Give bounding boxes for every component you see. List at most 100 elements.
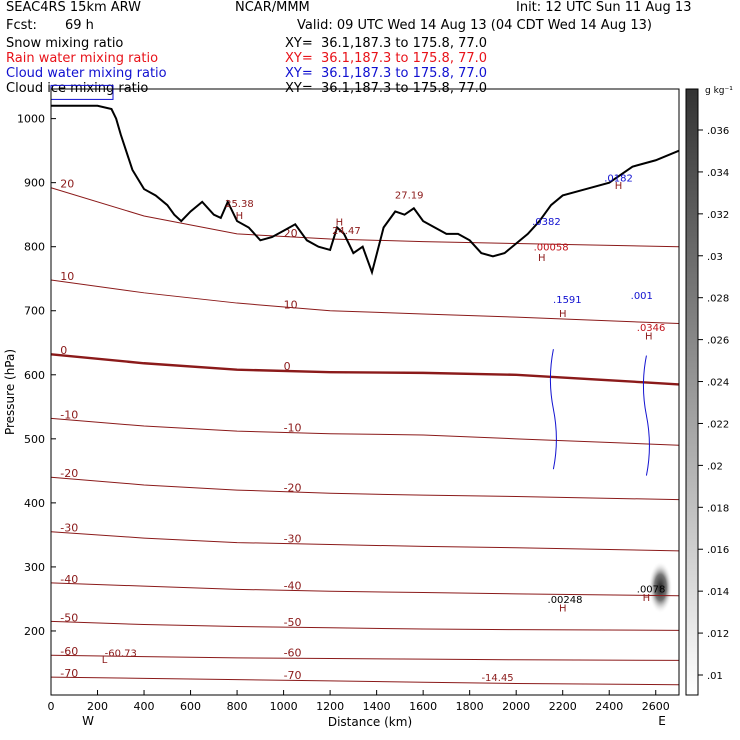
temp-contour-label: -50 <box>60 611 78 624</box>
max-min-label: .0382 <box>532 217 561 228</box>
temp-contour-label: 20 <box>60 178 74 191</box>
colorbar-tick-label: .026 <box>707 336 729 347</box>
max-min-label: H <box>615 181 623 192</box>
max-min-label: H <box>645 332 653 343</box>
colorbar-tick-label: .03 <box>707 252 723 263</box>
temp-contour <box>50 476 680 501</box>
colorbar-tick-label: .034 <box>707 168 729 179</box>
max-min-label: H <box>559 604 567 615</box>
colorbar-tick-label: .014 <box>707 587 729 598</box>
max-min-label: .00248 <box>548 595 583 606</box>
temp-contour <box>50 279 680 325</box>
colorbar-tick-label: .02 <box>707 461 723 472</box>
max-min-label: .1591 <box>553 295 582 306</box>
x-tick-label: 2400 <box>595 700 623 713</box>
colorbar-tick-label: .016 <box>707 545 729 556</box>
field-snow-xy: XY= 36.1,187.3 to 175.8, 77.0 <box>285 36 488 51</box>
center-title: NCAR/MMM <box>235 0 310 15</box>
field-rain-name: Rain water mixing ratio <box>6 51 159 66</box>
colorbar-tick-label: .018 <box>707 503 729 514</box>
x-tick-label: 2000 <box>502 700 530 713</box>
y-tick-label: 400 <box>24 497 45 510</box>
max-min-label: H <box>643 593 651 604</box>
terrain-line <box>51 104 680 276</box>
temp-contour-label: 0 <box>284 360 291 373</box>
x-tick-label: 1400 <box>363 700 391 713</box>
temp-contour <box>50 676 680 686</box>
temp-contour-label: -40 <box>284 579 302 592</box>
y-tick-label: 1000 <box>17 113 45 126</box>
temp-contour-label: -60 <box>60 645 78 658</box>
y-tick-label: 600 <box>24 369 45 382</box>
fcst-label: Fcst: <box>6 18 37 33</box>
x-tick-label: 1000 <box>270 700 298 713</box>
temp-contour-label: -20 <box>284 481 302 494</box>
y-tick-label: 200 <box>24 625 45 638</box>
max-min-label: 27.19 <box>395 191 424 202</box>
temp-contour-label: 10 <box>284 299 298 312</box>
max-min-label: .001 <box>631 291 653 302</box>
colorbar-tick-label: .032 <box>707 210 729 221</box>
y-tick-label: 900 <box>24 177 45 190</box>
max-min-label: .0078 <box>637 585 666 596</box>
field-rain-xy: XY= 36.1,187.3 to 175.8, 77.0 <box>285 51 488 66</box>
temp-contour <box>50 654 680 661</box>
y-axis-label: Pressure (hPa) <box>3 349 17 435</box>
temp-contour-label: -20 <box>60 467 78 480</box>
x-tick-label: 800 <box>227 700 248 713</box>
colorbar-unit: g kg⁻¹ <box>705 86 733 96</box>
y-tick-label: 300 <box>24 561 45 574</box>
field-snow-name: Snow mixing ratio <box>6 36 124 51</box>
init-time: Init: 12 UTC Sun 11 Aug 13 <box>516 0 692 15</box>
temp-contour-label: -30 <box>60 522 78 535</box>
max-min-label: 25.38 <box>225 199 254 210</box>
temp-contour-label: -70 <box>284 669 302 682</box>
colorbar-tick-label: .024 <box>707 378 729 389</box>
valid-time: Valid: 09 UTC Wed 14 Aug 13 (04 CDT Wed … <box>297 18 652 33</box>
max-min-label: H <box>336 218 344 229</box>
x-tick-label: 600 <box>180 700 201 713</box>
fcst-value: 69 h <box>65 18 94 33</box>
max-min-label: -60.73 <box>105 649 137 660</box>
snow-shading <box>648 561 673 614</box>
temp-contour-label: 10 <box>60 270 74 283</box>
cloud-water-contour <box>50 84 114 100</box>
temp-contour <box>50 582 680 597</box>
temp-contour-label: -10 <box>60 408 78 421</box>
max-min-label: .0182 <box>604 173 633 184</box>
temp-contour <box>50 353 680 386</box>
colorbar <box>685 88 699 696</box>
x-tick-label: 2200 <box>549 700 577 713</box>
colorbar-tick-label: .012 <box>707 629 729 640</box>
colorbar-tick-label: .01 <box>707 671 723 682</box>
x-tick-label: 1800 <box>456 700 484 713</box>
temp-contour-label: 0 <box>60 344 67 357</box>
x-axis-label: Distance (km) <box>328 715 412 729</box>
temp-contour-label: 20 <box>284 227 298 240</box>
model-title: SEAC4RS 15km ARW <box>6 0 142 15</box>
x-tick-label: 0 <box>48 700 55 713</box>
y-tick-label: 700 <box>24 305 45 318</box>
field-cloud-water-xy: XY= 36.1,187.3 to 175.8, 77.0 <box>285 66 488 81</box>
max-min-label: .0346 <box>637 323 666 334</box>
max-min-label: H <box>538 253 546 264</box>
max-min-label: H <box>236 211 244 222</box>
east-end-label: E <box>658 714 666 728</box>
temp-contour <box>50 531 680 552</box>
plot-frame <box>50 88 680 696</box>
temp-contour <box>50 620 680 631</box>
temp-contour <box>50 187 680 248</box>
max-min-label: .00058 <box>534 243 569 254</box>
x-tick-label: 200 <box>87 700 108 713</box>
x-tick-label: 1200 <box>316 700 344 713</box>
temp-contour-label: -30 <box>284 533 302 546</box>
cloud-water-contour <box>549 349 557 470</box>
max-min-label: L <box>102 655 108 666</box>
colorbar-tick-label: .028 <box>707 294 729 305</box>
y-tick-label: 500 <box>24 433 45 446</box>
cloud-water-contour <box>642 355 650 476</box>
max-min-label: 24.47 <box>332 226 361 237</box>
temp-contour-label: -10 <box>284 422 302 435</box>
y-tick-label: 800 <box>24 241 45 254</box>
field-cloud-water-name: Cloud water mixing ratio <box>6 66 167 81</box>
